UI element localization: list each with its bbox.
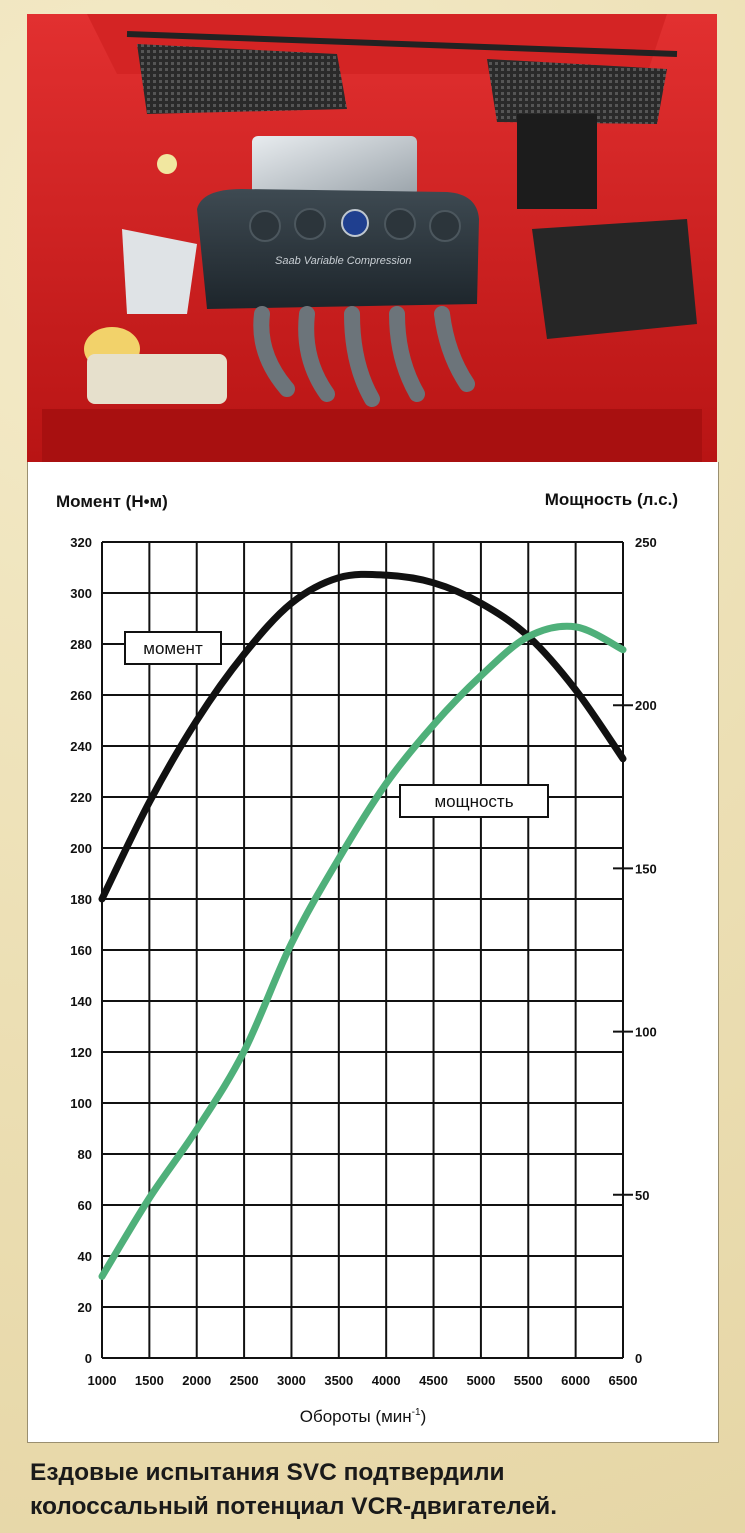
series-label-text: мощность (434, 792, 513, 811)
saab-logo (341, 209, 369, 237)
battery (532, 219, 697, 339)
series-label-power: мощность (399, 784, 549, 818)
chart-panel: 0 20 40 60 80 100 120 140 160 180 200 220 240 260 280 3… (27, 462, 719, 1443)
y-left-tick-label: 80 (78, 1147, 92, 1162)
series-label-torque: момент (124, 631, 222, 665)
y-left-tick-label: 20 (78, 1300, 92, 1315)
y-left-tick-label: 0 (85, 1351, 92, 1366)
y-left-tick-label: 140 (70, 994, 92, 1009)
right-axis-label: Мощность (л.с.) (545, 490, 678, 509)
x-tick-label: 6000 (561, 1373, 590, 1388)
x-tick-label: 2500 (230, 1373, 259, 1388)
oil-cap (157, 154, 177, 174)
x-tick-label: 3000 (277, 1373, 306, 1388)
left-axis-ticks: 0 20 40 60 80 100 120 140 160 180 200 220 240 260 280 3… (70, 535, 92, 1366)
wiper-arm (126, 31, 678, 57)
y-left-tick-label: 260 (70, 688, 92, 703)
y-left-tick-label: 120 (70, 1045, 92, 1060)
cowl-vent-right (487, 59, 667, 124)
x-axis-ticks: 1000 1500 2000 2500 3000 3500 4000 4500 5000 5500… (88, 1373, 638, 1388)
engine-illustration: Saab Variable Compression (27, 14, 717, 462)
x-tick-label: 1500 (135, 1373, 164, 1388)
x-tick-label: 3500 (324, 1373, 353, 1388)
engine-cover-text: Saab Variable Compression (275, 255, 412, 267)
engine-cover (197, 189, 479, 309)
x-axis-label-close: ) (421, 1407, 427, 1426)
x-tick-label: 6500 (609, 1373, 638, 1388)
series-labels: момент мощность (124, 631, 549, 818)
caption-line-1: Ездовые испытания SVC подтвердили (30, 1459, 505, 1486)
y-left-tick-label: 60 (78, 1198, 92, 1213)
cover-bolt-2 (294, 208, 326, 240)
engine-mount (122, 229, 197, 314)
cover-bolt-4 (429, 210, 461, 242)
y-right-tick-label: 200 (635, 698, 657, 713)
y-right-tick-label: 0 (635, 1351, 642, 1366)
exhaust-manifold (253, 306, 475, 407)
y-left-tick-label: 320 (70, 535, 92, 550)
caption-line-2: колоссальный потенциал VCR-двигателей. (30, 1493, 558, 1520)
series-label-box (399, 784, 549, 818)
engine-photo: Saab Variable Compression (27, 14, 717, 462)
x-tick-label: 5500 (514, 1373, 543, 1388)
y-left-tick-label: 280 (70, 637, 92, 652)
x-axis-label: Обороты (мин-1) (300, 1407, 427, 1426)
series-line-torque (98, 570, 627, 903)
y-right-tick-label: 250 (635, 535, 657, 550)
cover-bolt-1 (249, 210, 281, 242)
y-left-tick-label: 300 (70, 586, 92, 601)
cowl-vent-left (137, 44, 347, 114)
y-right-tick-label: 100 (635, 1025, 657, 1040)
washer-tank (87, 354, 227, 404)
left-axis-label: Момент (Н•м) (56, 492, 168, 511)
x-tick-label: 2000 (182, 1373, 211, 1388)
x-axis-label-sup: -1 (412, 1407, 421, 1418)
torque-power-chart: 0 20 40 60 80 100 120 140 160 180 200 220 240 260 280 3… (56, 490, 678, 1426)
y-left-tick-label: 200 (70, 841, 92, 856)
x-tick-label: 4000 (372, 1373, 401, 1388)
x-axis-label-main: Обороты (мин (300, 1407, 412, 1426)
chart-series (98, 570, 627, 1280)
series-line-power (98, 622, 627, 1280)
cover-bolt-3 (384, 208, 416, 240)
caption: Ездовые испытания SVC подтвердили колосс… (30, 1456, 730, 1524)
y-right-tick-label: 150 (635, 861, 657, 876)
x-tick-label: 4500 (419, 1373, 448, 1388)
y-left-tick-label: 180 (70, 892, 92, 907)
series-label-text: момент (143, 639, 203, 658)
y-right-tick-label: 50 (635, 1188, 649, 1203)
x-tick-label: 5000 (466, 1373, 495, 1388)
intake-plenum (252, 136, 417, 196)
x-tick-label: 1000 (88, 1373, 117, 1388)
y-left-tick-label: 40 (78, 1249, 92, 1264)
y-left-tick-label: 220 (70, 790, 92, 805)
front-panel (42, 409, 702, 462)
y-left-tick-label: 240 (70, 739, 92, 754)
y-left-tick-label: 100 (70, 1096, 92, 1111)
right-axis-ticks: 0 50 100 150 200 250 (613, 535, 657, 1366)
y-left-tick-label: 160 (70, 943, 92, 958)
series-label-box (124, 631, 222, 665)
fuse-box (517, 114, 597, 209)
